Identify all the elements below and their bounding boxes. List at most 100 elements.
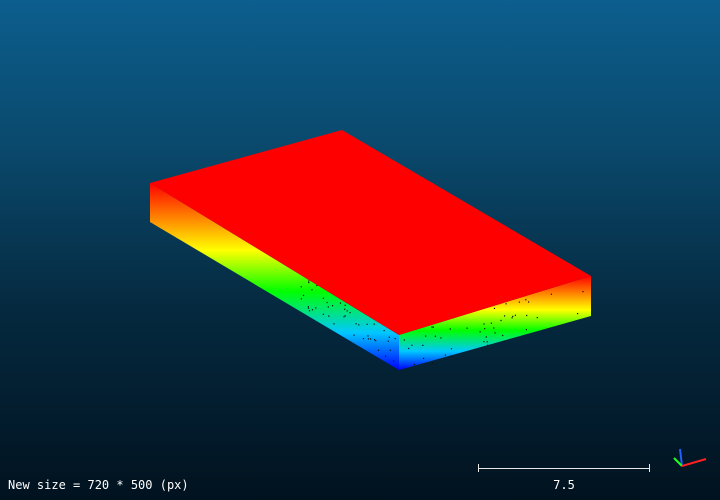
scale-bar-left-tick (478, 464, 479, 472)
noise-point (512, 315, 514, 317)
noise-point (432, 326, 434, 328)
noise-point (362, 338, 365, 340)
noise-point (518, 301, 520, 303)
noise-point (327, 306, 329, 308)
noise-point (444, 354, 446, 356)
noise-point (511, 317, 513, 319)
noise-point (449, 328, 451, 330)
scale-bar (478, 464, 650, 472)
noise-point (383, 330, 385, 332)
noise-point (577, 313, 579, 315)
noise-point (483, 341, 485, 343)
noise-point (307, 306, 309, 308)
noise-point (536, 317, 538, 319)
noise-point (422, 344, 424, 346)
noise-point (339, 302, 342, 304)
noise-point (425, 335, 427, 337)
noise-points (300, 280, 584, 366)
axis-y-line (673, 457, 683, 467)
noise-point (344, 308, 346, 310)
noise-point (431, 362, 433, 364)
noise-point (370, 338, 372, 340)
noise-point (308, 282, 310, 284)
noise-point (316, 284, 318, 287)
noise-point (528, 301, 530, 303)
noise-point (326, 301, 328, 304)
noise-point (311, 289, 313, 291)
noise-point (413, 363, 415, 366)
noise-point (332, 305, 334, 307)
noise-point (367, 338, 370, 340)
noise-point (450, 355, 452, 357)
noise-point (484, 328, 486, 330)
noise-point (389, 349, 391, 351)
axis-z-line (679, 448, 683, 467)
orientation-axes-icon (673, 448, 707, 467)
noise-point (322, 313, 324, 315)
noise-point (500, 319, 502, 322)
noise-point (526, 314, 528, 317)
noise-point (377, 349, 380, 351)
noise-point (393, 360, 395, 362)
noise-point (493, 307, 496, 309)
noise-point (466, 327, 468, 329)
slab-front-right-face (399, 276, 591, 370)
scale-bar-label: 7.5 (553, 478, 575, 492)
noise-point (302, 294, 305, 296)
noise-point (333, 323, 335, 325)
noise-point (525, 299, 527, 301)
noise-point (328, 315, 330, 317)
noise-point (479, 331, 481, 333)
noise-point (308, 310, 311, 312)
noise-point (423, 357, 425, 359)
noise-point (307, 307, 310, 309)
noise-point (300, 298, 302, 300)
scale-bar-right-tick (649, 464, 650, 472)
noise-point (385, 355, 387, 357)
noise-point (514, 314, 516, 316)
noise-point (322, 297, 324, 299)
noise-point (431, 326, 433, 328)
noise-point (355, 323, 357, 325)
status-text: New size = 720 * 500 (px) (8, 478, 189, 492)
noise-point (358, 324, 360, 326)
noise-point (411, 344, 413, 346)
noise-point (343, 316, 345, 318)
noise-point (505, 303, 507, 305)
noise-point (403, 339, 405, 341)
noise-point (503, 340, 505, 342)
noise-point (375, 340, 377, 342)
noise-point (344, 304, 346, 306)
noise-point (388, 336, 390, 338)
noise-point (582, 291, 584, 293)
noise-point (483, 323, 485, 325)
noise-point (373, 323, 375, 325)
noise-point (344, 315, 346, 317)
noise-point (366, 323, 368, 325)
scale-bar-line (478, 468, 650, 469)
axis-x-line (681, 458, 707, 467)
noise-point (394, 338, 396, 340)
noise-point (486, 341, 488, 343)
noise-point (387, 340, 389, 342)
noise-point (315, 307, 317, 309)
noise-point (550, 293, 552, 295)
noise-point (374, 339, 376, 341)
slab-top-face (150, 130, 591, 335)
noise-point (346, 310, 348, 312)
noise-point (367, 335, 369, 337)
noise-point (440, 337, 442, 339)
noise-point (408, 347, 410, 350)
slab-front-left-face (150, 183, 399, 370)
noise-point (490, 322, 492, 324)
noise-point (311, 309, 314, 311)
noise-point (349, 312, 351, 314)
noise-point (300, 286, 302, 288)
noise-point (485, 336, 487, 338)
noise-point (494, 332, 496, 334)
noise-point (353, 334, 355, 336)
noise-point (504, 315, 506, 317)
noise-point (450, 348, 453, 350)
